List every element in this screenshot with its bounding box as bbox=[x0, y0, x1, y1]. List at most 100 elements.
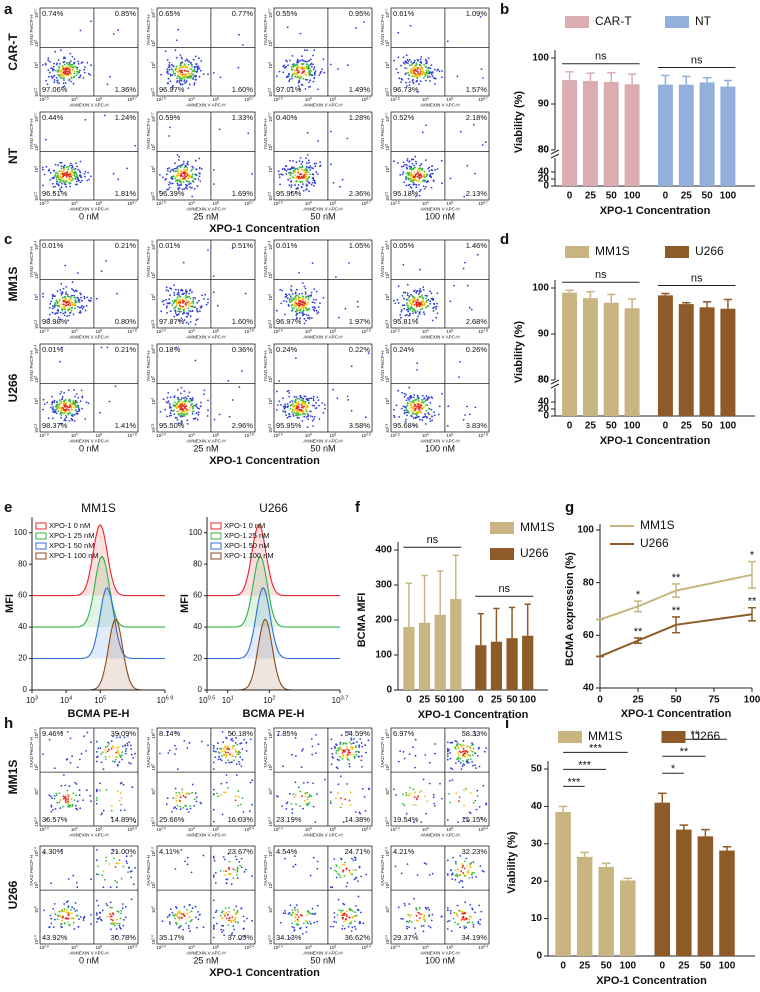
x-axis-label: ANNEXIN V APC-H bbox=[420, 103, 459, 108]
event-dot bbox=[398, 761, 400, 763]
event-dot bbox=[65, 181, 67, 183]
event-dot bbox=[58, 82, 60, 84]
event-dot bbox=[174, 401, 176, 403]
event-dot bbox=[280, 173, 282, 175]
event-dot bbox=[279, 184, 281, 186]
event-dot bbox=[330, 801, 332, 803]
event-dot bbox=[344, 928, 346, 930]
event-dot bbox=[414, 304, 416, 306]
x-axis-title: BCMA PE-H bbox=[243, 708, 305, 720]
event-dot bbox=[458, 754, 460, 756]
event-dot bbox=[105, 759, 107, 761]
event-dot bbox=[84, 173, 86, 175]
event-dot bbox=[191, 64, 193, 66]
legend-label: MM1S bbox=[595, 244, 630, 258]
event-dot bbox=[60, 176, 62, 178]
y-tick-label: 10^6.4 bbox=[33, 847, 39, 857]
event-dot bbox=[234, 918, 236, 920]
event-dot bbox=[449, 300, 451, 302]
event-dot bbox=[276, 391, 278, 393]
quadrant-label: 0.24% bbox=[276, 345, 298, 354]
event-dot bbox=[179, 73, 181, 75]
event-dot bbox=[424, 413, 426, 415]
event-dot bbox=[110, 901, 112, 903]
event-dot bbox=[176, 304, 178, 306]
x-tick-label: 10^2.9 bbox=[39, 432, 49, 438]
flow-plot bbox=[157, 8, 255, 96]
event-dot bbox=[178, 156, 180, 158]
flow-plot bbox=[40, 8, 138, 96]
y-tick-label: 10^4 bbox=[33, 906, 39, 913]
y-tick-label: 60 bbox=[18, 591, 27, 600]
event-dot bbox=[169, 181, 171, 183]
event-dot bbox=[413, 165, 415, 167]
event-dot bbox=[282, 397, 284, 399]
event-dot bbox=[474, 173, 476, 175]
x-axis-label: ANNEXIN V APC-H bbox=[303, 833, 342, 838]
event-dot bbox=[96, 797, 98, 799]
event-dot bbox=[365, 810, 367, 812]
x-tick-label: 10^2.5 bbox=[273, 96, 283, 102]
event-dot bbox=[335, 752, 337, 754]
event-dot bbox=[193, 297, 195, 299]
quadrant-label: 39.09% bbox=[111, 729, 137, 738]
event-dot bbox=[428, 413, 430, 415]
event-dot bbox=[170, 908, 172, 910]
event-dot bbox=[166, 68, 168, 70]
event-dot bbox=[346, 886, 348, 888]
event-dot bbox=[339, 743, 341, 745]
event-dot bbox=[56, 401, 58, 403]
y-axis-label: 7AAD PerCP-H bbox=[146, 737, 151, 768]
event-dot bbox=[237, 921, 239, 923]
event-dot bbox=[462, 865, 464, 867]
event-dot bbox=[237, 866, 239, 868]
event-dot bbox=[69, 183, 71, 185]
event-dot bbox=[411, 73, 413, 75]
event-dot bbox=[111, 740, 113, 742]
event-dot bbox=[65, 82, 67, 84]
event-dot bbox=[130, 877, 132, 879]
event-dot bbox=[71, 906, 73, 908]
event-dot bbox=[190, 62, 192, 64]
event-dot bbox=[427, 75, 429, 77]
event-dot bbox=[362, 788, 364, 790]
event-dot bbox=[76, 915, 78, 917]
event-dot bbox=[184, 63, 186, 65]
event-dot bbox=[308, 160, 310, 162]
event-dot bbox=[72, 792, 74, 794]
y-tick-label: 10^6.4 bbox=[150, 240, 156, 250]
event-dot bbox=[401, 309, 403, 311]
y-tick-label: 200 bbox=[375, 615, 392, 626]
y-tick-label: 100 bbox=[532, 283, 549, 294]
event-dot bbox=[308, 60, 310, 62]
event-dot bbox=[72, 171, 74, 173]
event-dot bbox=[408, 926, 410, 928]
event-dot bbox=[193, 178, 195, 180]
y-axis-label: 7AAD PerCP-H bbox=[146, 246, 151, 277]
event-dot bbox=[64, 64, 66, 66]
event-dot bbox=[61, 406, 63, 408]
event-dot bbox=[306, 411, 308, 413]
event-dot bbox=[207, 298, 209, 300]
quadrant-label: 95.96% bbox=[276, 189, 302, 198]
event-dot bbox=[312, 307, 314, 309]
event-dot bbox=[160, 411, 162, 413]
event-dot bbox=[199, 176, 201, 178]
event-dot bbox=[419, 791, 421, 793]
event-dot bbox=[431, 419, 433, 421]
event-dot bbox=[63, 402, 65, 404]
event-dot bbox=[69, 400, 71, 402]
event-dot bbox=[96, 803, 98, 805]
y-axis-label: 7AAD PerCP-H bbox=[146, 350, 151, 381]
event-dot bbox=[189, 68, 191, 70]
x-axis-label: ANNEXIN V APC-H bbox=[420, 335, 459, 340]
event-dot bbox=[175, 312, 177, 314]
event-dot bbox=[404, 63, 406, 65]
event-dot bbox=[312, 301, 314, 303]
event-dot bbox=[432, 71, 434, 73]
event-dot bbox=[52, 68, 54, 70]
y-tick-label: 10^2.9 bbox=[384, 424, 390, 434]
event-dot bbox=[349, 742, 351, 744]
event-dot bbox=[178, 792, 180, 794]
quadrant-label: 0.95% bbox=[349, 9, 371, 18]
